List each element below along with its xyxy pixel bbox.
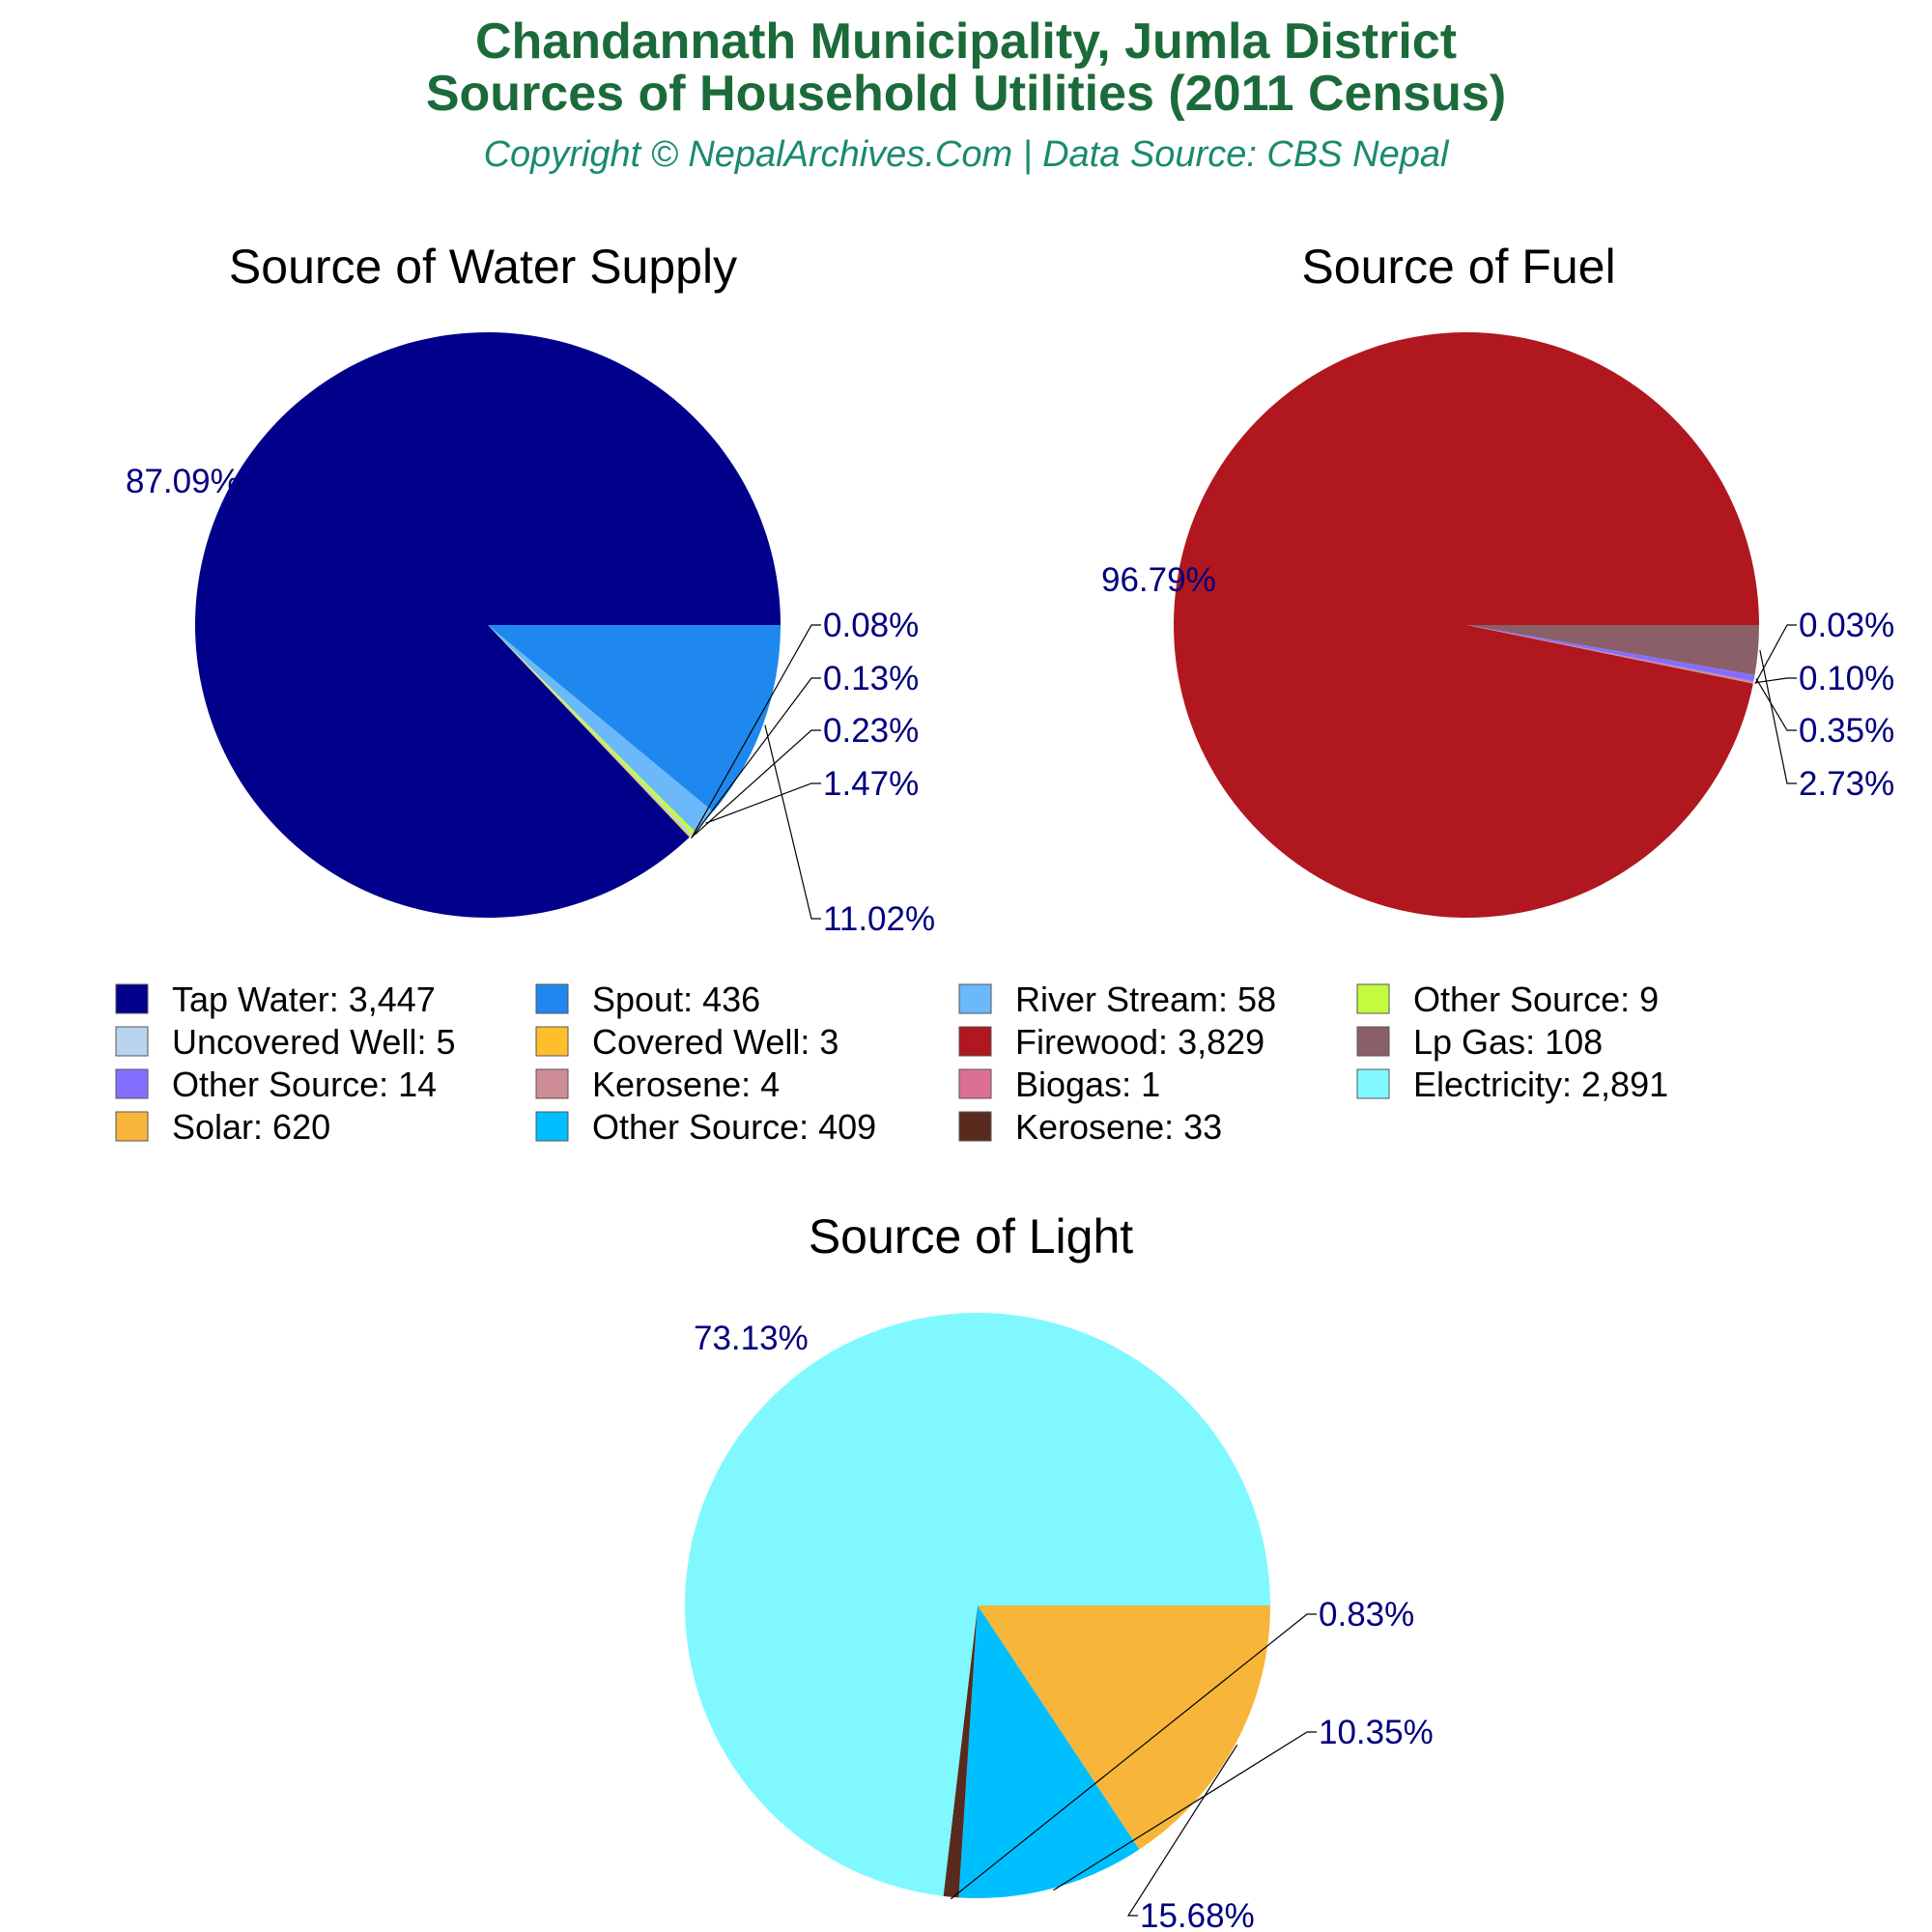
legend-label: Lp Gas: 108 <box>1413 1022 1603 1062</box>
pie-light: Source of Light 73.13% 0.83% 10.35% 15.68% <box>685 1209 1434 1932</box>
legend-swatch <box>535 1111 569 1142</box>
pie-slice-biogas <box>1466 625 1753 684</box>
pct-label-other-source: 0.23% <box>823 712 919 750</box>
legend-label: River Stream: 58 <box>1015 980 1276 1019</box>
leader-line-other-source <box>694 729 821 836</box>
leader-line-covered-well <box>691 624 821 838</box>
pie-slice-other-source <box>1466 625 1755 682</box>
leader-line-other-source <box>1755 678 1797 731</box>
legend-label: Kerosene: 4 <box>592 1065 780 1104</box>
pct-label-biogas: 0.03% <box>1799 607 1894 644</box>
legend-label: Other Source: 409 <box>592 1107 876 1147</box>
leader-line-river-stream <box>705 782 821 824</box>
legend-label: Uncovered Well: 5 <box>172 1022 455 1062</box>
leader-line-solar <box>1126 1744 1238 1917</box>
pct-label-solar: 15.68% <box>1140 1897 1255 1932</box>
pie-slice-solar <box>978 1605 1270 1850</box>
pct-label-other-source: 10.35% <box>1319 1714 1434 1751</box>
pct-label-other-source: 0.35% <box>1799 712 1894 750</box>
legend-label: Firewood: 3,829 <box>1015 1022 1264 1062</box>
legend-label: Tap Water: 3,447 <box>172 980 436 1019</box>
leader-line-uncovered-well <box>692 677 821 838</box>
legend-swatch <box>535 1068 569 1099</box>
pie-slice-tap-water <box>195 332 781 918</box>
leader-line-lp-gas <box>1759 650 1797 784</box>
legend-swatch <box>958 1026 992 1057</box>
pct-label-kerosene: 0.10% <box>1799 660 1894 697</box>
legend-swatch <box>115 1026 149 1057</box>
pct-label-electricity: 73.13% <box>694 1320 809 1357</box>
legend-swatch <box>958 1068 992 1099</box>
pie-title-fuel: Source of Fuel <box>1301 240 1615 294</box>
legend-label: Electricity: 2,891 <box>1413 1065 1668 1104</box>
legend-swatch <box>115 1111 149 1142</box>
leader-line-other-source <box>1053 1731 1317 1891</box>
pct-label-spout: 11.02% <box>823 900 935 938</box>
pct-label-covered-well: 0.08% <box>823 607 919 644</box>
legend-label: Covered Well: 3 <box>592 1022 838 1062</box>
legend-label: Other Source: 9 <box>1413 980 1659 1019</box>
chart-title-line1: Chandannath Municipality, Jumla District <box>475 14 1457 70</box>
pie-slice-lp-gas <box>1466 625 1759 675</box>
legend-swatch <box>958 983 992 1014</box>
legend-swatch <box>115 1068 149 1099</box>
pie-slice-firewood <box>1174 331 1759 918</box>
legend-swatch <box>1356 983 1390 1014</box>
pct-label-firewood: 96.79% <box>1101 561 1216 599</box>
leader-line-kerosene <box>950 1613 1317 1900</box>
pct-label-lp-gas: 2.73% <box>1799 765 1894 803</box>
leader-line-biogas <box>1754 624 1797 685</box>
legend-swatch <box>958 1111 992 1142</box>
legend-swatch <box>1356 1026 1390 1057</box>
pie-title-water-supply: Source of Water Supply <box>229 240 737 294</box>
legend-label: Other Source: 14 <box>172 1065 437 1104</box>
pie-fuel: Source of Fuel 96.79% 0.03% 0.10% 0.35% 2.73… <box>1101 240 1894 918</box>
legend-label: Biogas: 1 <box>1015 1065 1160 1104</box>
pct-label-uncovered-well: 0.13% <box>823 660 919 697</box>
pct-label-kerosene: 0.83% <box>1319 1596 1414 1634</box>
legend-label: Spout: 436 <box>592 980 760 1019</box>
pie-title-light: Source of Light <box>809 1209 1133 1264</box>
legend-swatch <box>535 983 569 1014</box>
pie-slice-river-stream <box>488 625 714 832</box>
legend-label: Solar: 620 <box>172 1107 330 1147</box>
legend-swatch <box>115 983 149 1014</box>
chart-subtitle: Copyright © NepalArchives.Com | Data Sou… <box>484 134 1450 175</box>
legend-label: Kerosene: 33 <box>1015 1107 1222 1147</box>
pie-slice-other-source <box>958 1605 1140 1898</box>
legend-swatch <box>1356 1068 1390 1099</box>
leader-line-spout <box>764 724 821 920</box>
pie-slice-covered-well <box>488 625 691 838</box>
legend-swatch <box>535 1026 569 1057</box>
chart-title-line2: Sources of Household Utilities (2011 Cen… <box>426 66 1506 122</box>
pie-slice-electricity <box>685 1313 1270 1896</box>
pct-label-tap-water: 87.09% <box>126 463 241 500</box>
pct-label-river-stream: 1.47% <box>823 765 919 803</box>
pie-slice-spout <box>488 625 781 812</box>
pie-slice-kerosene <box>943 1605 978 1898</box>
pie-slice-uncovered-well <box>488 625 693 837</box>
pie-water-supply: Source of Water Supply 87.09% 0.08% 0.13% 0… <box>126 240 935 938</box>
pie-slice-other-source <box>488 625 696 836</box>
pie-slice-kerosene <box>1466 625 1754 684</box>
legend: Tap Water: 3,447 Spout: 436 River Stream: … <box>115 980 1668 1147</box>
